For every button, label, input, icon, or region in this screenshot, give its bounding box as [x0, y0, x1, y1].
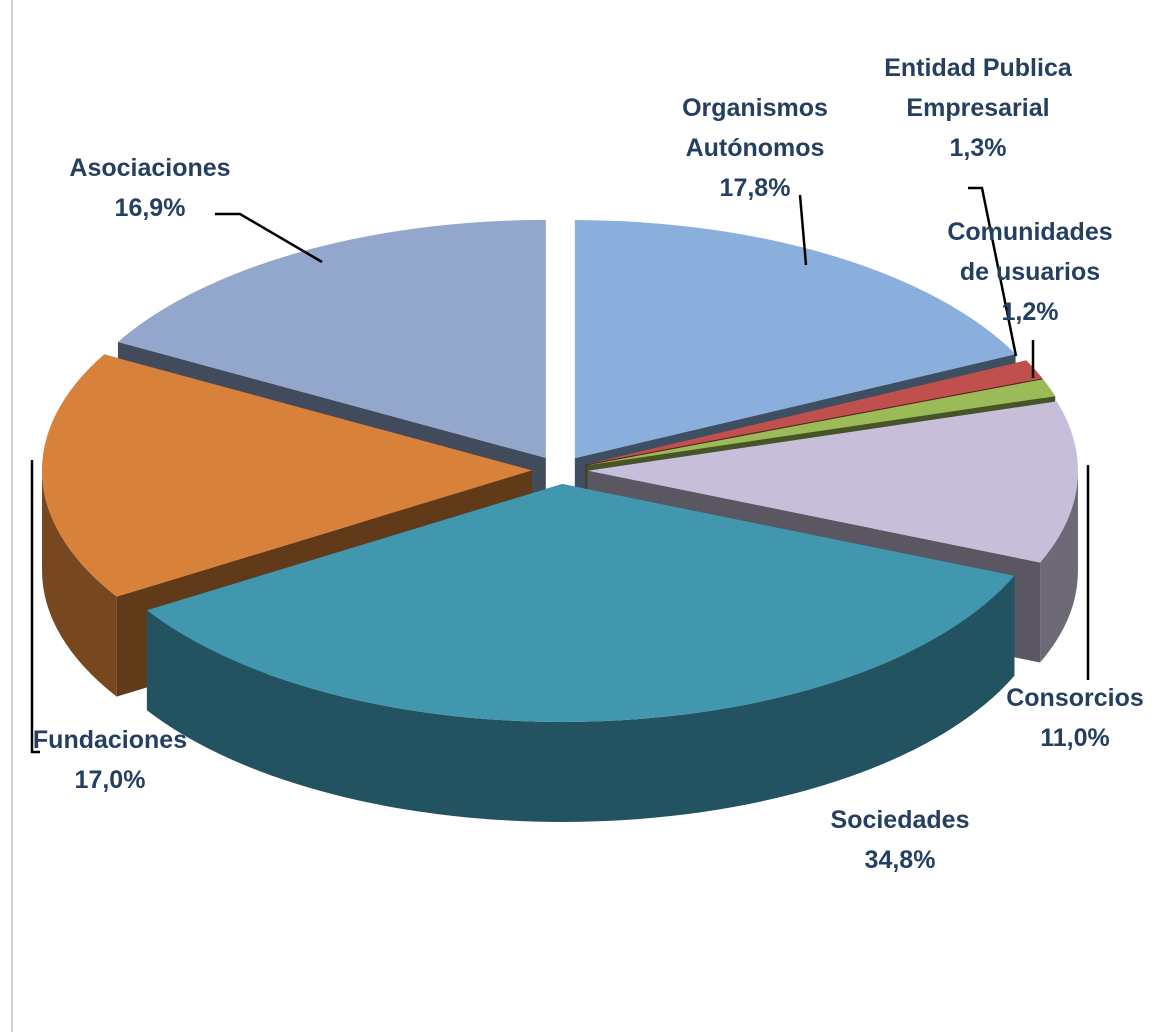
- slice: [42, 354, 533, 597]
- data-label: Comunidades de usuarios 1,2%: [930, 212, 1130, 332]
- slice: [574, 220, 1016, 459]
- label-value: 1,3%: [949, 134, 1007, 162]
- label-value: 16,9%: [114, 194, 186, 222]
- label-name: Comunidades de usuarios: [947, 218, 1113, 286]
- leader-line: [30, 460, 40, 754]
- slice: [587, 401, 1078, 563]
- label-value: 17,0%: [74, 766, 146, 794]
- slice-wall: [1040, 470, 1078, 663]
- data-label: Sociedades 34,8%: [800, 800, 1000, 880]
- label-value: 1,2%: [1001, 298, 1059, 326]
- label-name: Sociedades: [830, 806, 970, 834]
- slice: [586, 379, 1056, 466]
- data-label: Entidad Publica Empresarial 1,3%: [848, 48, 1108, 168]
- pie: [42, 219, 1078, 822]
- label-name: Entidad Publica Empresarial: [884, 54, 1072, 122]
- label-name: Organismos Autónomos: [682, 94, 828, 162]
- label-value: 34,8%: [864, 846, 936, 874]
- label-name: Consorcios: [1006, 684, 1144, 712]
- slice: [585, 360, 1043, 465]
- label-name: Asociaciones: [69, 154, 231, 182]
- label-name: Fundaciones: [32, 726, 188, 754]
- leader-line: [968, 186, 1018, 357]
- label-value: 17,8%: [719, 174, 791, 202]
- data-label: Fundaciones 17,0%: [10, 720, 210, 800]
- leader-line: [798, 194, 808, 266]
- slice-wall: [146, 575, 1015, 822]
- slice: [146, 483, 1015, 722]
- leader-line: [215, 212, 323, 264]
- data-label: Organismos Autónomos 17,8%: [655, 88, 855, 208]
- slice-wall: [42, 470, 117, 697]
- data-label: Consorcios 11,0%: [975, 678, 1155, 758]
- slice: [117, 219, 546, 458]
- data-label: Asociaciones 16,9%: [40, 148, 260, 228]
- label-value: 11,0%: [1040, 724, 1110, 752]
